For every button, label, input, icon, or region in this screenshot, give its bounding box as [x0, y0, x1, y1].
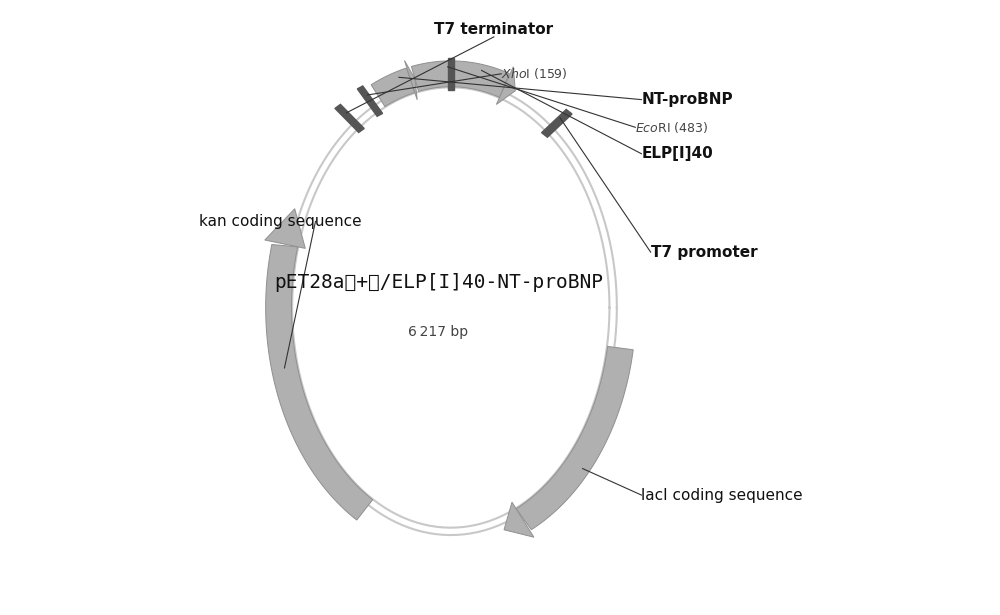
Polygon shape — [404, 60, 417, 100]
Text: ELP[I]40: ELP[I]40 — [641, 146, 713, 161]
Text: $\it{Eco}$RI (483): $\it{Eco}$RI (483) — [635, 120, 709, 135]
Polygon shape — [335, 105, 364, 132]
Text: $\it{Xho}$I (159): $\it{Xho}$I (159) — [501, 66, 567, 81]
Polygon shape — [496, 67, 515, 105]
Text: NT-proBNP: NT-proBNP — [641, 92, 733, 107]
Polygon shape — [357, 86, 383, 116]
Text: pET28a（+）/ELP[I]40-NT-proBNP: pET28a（+）/ELP[I]40-NT-proBNP — [274, 274, 603, 292]
Polygon shape — [504, 502, 534, 538]
Polygon shape — [265, 208, 305, 248]
Polygon shape — [516, 346, 633, 530]
Polygon shape — [448, 58, 454, 90]
Polygon shape — [266, 245, 373, 520]
Text: lacI coding sequence: lacI coding sequence — [641, 488, 803, 502]
Text: 6 217 bp: 6 217 bp — [408, 325, 469, 339]
Polygon shape — [542, 109, 572, 137]
Polygon shape — [411, 61, 509, 97]
Text: kan coding sequence: kan coding sequence — [199, 214, 361, 229]
Polygon shape — [371, 68, 415, 106]
Text: T7 promoter: T7 promoter — [651, 245, 757, 260]
Text: T7 terminator: T7 terminator — [434, 22, 553, 37]
